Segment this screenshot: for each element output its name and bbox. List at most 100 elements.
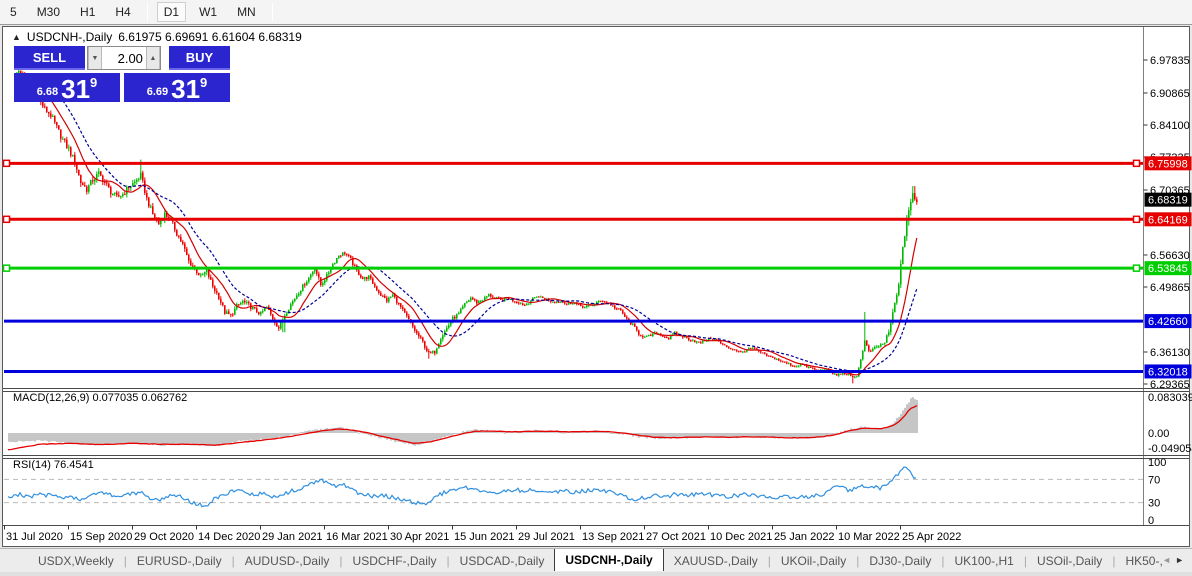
buy-price-display[interactable]: 6.69 31 9 [124, 73, 230, 102]
macd-histogram-bar [686, 433, 688, 439]
candle-body [780, 360, 782, 362]
candle-body [328, 272, 330, 275]
candle-body [906, 220, 908, 237]
macd-histogram-bar [232, 433, 234, 443]
price-tick-label: 6.49865 [1150, 282, 1190, 294]
hline-handle[interactable] [2, 159, 11, 168]
macd-histogram-bar [714, 433, 716, 437]
hline-price-label-text: 6.32018 [1148, 366, 1188, 378]
macd-histogram-bar [118, 433, 120, 444]
timeframe-button-w1[interactable]: W1 [199, 5, 218, 19]
macd-histogram-bar [240, 433, 242, 442]
chart-tab-xauusd-[interactable]: XAUUSD-,Daily [673, 553, 758, 568]
macd-histogram-bar [400, 433, 402, 442]
macd-histogram-bar [226, 433, 228, 443]
macd-histogram-bar [42, 433, 44, 441]
hline-handle[interactable] [1132, 264, 1141, 272]
candle-body [82, 183, 84, 186]
candle-body [714, 339, 716, 341]
macd-histogram-bar [236, 433, 238, 442]
timeframe-button-m30[interactable]: M30 [36, 5, 61, 19]
macd-histogram-bar [490, 430, 492, 433]
candle-body [908, 210, 910, 221]
macd-histogram-bar [760, 433, 762, 439]
sell-button[interactable]: SELL [14, 46, 85, 70]
macd-histogram-bar [164, 433, 166, 446]
macd-histogram-bar [722, 433, 724, 438]
candle-body [812, 367, 814, 369]
candle-body [848, 374, 850, 376]
hline-handle[interactable] [1132, 159, 1141, 168]
timeframe-button-h4[interactable]: H4 [115, 5, 131, 19]
macd-histogram-bar [456, 433, 458, 434]
macd-histogram-bar [152, 433, 154, 446]
macd-histogram-bar [710, 433, 712, 438]
macd-histogram-bar [662, 433, 664, 439]
candle-body [230, 313, 232, 315]
macd-histogram-bar [806, 433, 808, 439]
macd-histogram-bar [670, 433, 672, 439]
macd-histogram-bar [606, 431, 608, 433]
candle-body [450, 322, 452, 326]
macd-histogram-bar [200, 433, 202, 445]
candle-body [624, 313, 626, 317]
macd-histogram-bar [556, 432, 558, 434]
macd-histogram-bar [752, 433, 754, 437]
chart-tab-audusd-[interactable]: AUDUSD-,Daily [244, 553, 330, 568]
date-tick-label: 14 Dec 2020 [198, 531, 260, 543]
candle-body [176, 230, 178, 236]
timeframe-button-5[interactable]: 5 [10, 5, 17, 19]
tab-scroll-right-icon[interactable]: ► [1175, 555, 1188, 565]
chart-tab-ukoil-[interactable]: UKOil-,Daily [780, 553, 847, 568]
macd-histogram-bar [350, 430, 352, 433]
volume-increase-button[interactable]: ▲ [145, 47, 160, 69]
chart-tab-uk100-[interactable]: UK100-,H1 [954, 553, 1014, 568]
chart-tab-dj30-[interactable]: DJ30-,Daily [869, 553, 932, 568]
candle-body [262, 311, 264, 313]
buy-button[interactable]: BUY [168, 46, 230, 70]
candle-body [256, 308, 258, 313]
macd-histogram-bar [92, 433, 94, 445]
one-click-collapse-icon[interactable]: ▲ [12, 32, 21, 42]
date-tick-label: 29 Jan 2021 [262, 531, 323, 543]
macd-histogram-bar [854, 428, 856, 433]
timeframe-button-h1[interactable]: H1 [80, 5, 96, 19]
candle-body [670, 335, 672, 340]
macd-histogram-bar [148, 433, 150, 445]
chart-tab-usdcad-[interactable]: USDCAD-,Daily [459, 553, 545, 568]
candle-body [694, 340, 696, 343]
chart-tab-eurusd-[interactable]: EURUSD-,Daily [136, 553, 222, 568]
timeframe-button-mn[interactable]: MN [237, 5, 256, 19]
macd-histogram-bar [618, 433, 620, 435]
sell-price-display[interactable]: 6.68 31 9 [14, 73, 120, 102]
candle-body [528, 303, 530, 305]
macd-histogram-bar [530, 431, 532, 433]
macd-histogram-bar [150, 433, 152, 445]
candle-body [408, 315, 410, 320]
chart-tab-usdchf-[interactable]: USDCHF-,Daily [352, 553, 437, 568]
volume-input[interactable] [101, 47, 146, 69]
volume-decrease-button[interactable]: ▼ [87, 47, 102, 69]
chart-tab-usdx[interactable]: USDX,Weekly [38, 553, 114, 568]
candle-body [496, 297, 498, 299]
candle-body [132, 183, 134, 187]
hline-handle[interactable] [2, 264, 11, 272]
macd-histogram-bar [214, 433, 216, 446]
macd-histogram-bar [640, 433, 642, 437]
candle-body [494, 297, 496, 299]
tab-scroll-left-icon[interactable]: ◄ [1162, 555, 1176, 565]
candle-body [480, 300, 482, 302]
macd-histogram-bar [808, 433, 810, 437]
chart-tab-hk50-[interactable]: HK50-, [1125, 553, 1163, 568]
candle-body [336, 258, 338, 263]
tab-scroll-arrows[interactable]: ◄► [1162, 555, 1188, 565]
chart-tab-usoil-[interactable]: USOil-,Daily [1036, 553, 1103, 568]
candle-body [300, 290, 302, 294]
macd-histogram-bar [730, 433, 732, 438]
macd-histogram-bar [78, 433, 80, 444]
chart-tab-usdcnh-[interactable]: USDCNH-,Daily [554, 549, 664, 571]
hline-handle[interactable] [2, 215, 11, 224]
timeframe-button-d1[interactable]: D1 [156, 2, 187, 22]
hline-handle[interactable] [1132, 215, 1141, 224]
